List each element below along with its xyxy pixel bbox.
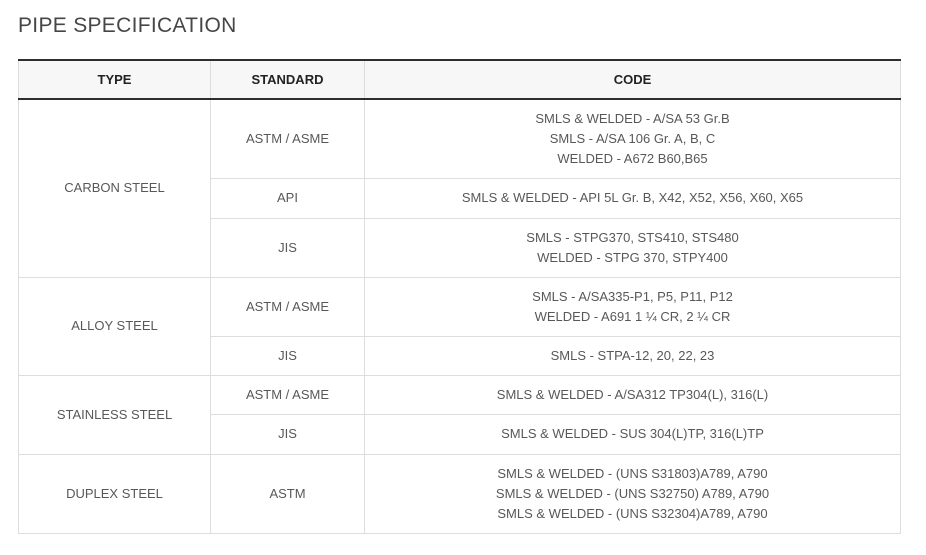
table-row: CARBON STEEL ASTM / ASME SMLS & WELDED - A… [18, 98, 901, 278]
pipe-specification-table: TYPE STANDARD CODE CARBON STEEL ASTM / AS… [18, 59, 901, 534]
table-header: TYPE STANDARD CODE [18, 59, 901, 100]
header-row: TYPE STANDARD CODE [18, 59, 901, 100]
code-line: SMLS - STPG370, STS410, STS480 [526, 229, 739, 245]
standard-cell: JIS [210, 336, 365, 377]
table-row: STAINLESS STEEL ASTM / ASME SMLS & WELDED … [18, 375, 901, 455]
column-header-type: TYPE [18, 59, 211, 100]
page-title: PIPE SPECIFICATION [18, 14, 237, 37]
standard-cell: ASTM / ASME [210, 276, 365, 338]
table-row: JIS SMLS - STPG370, STS410, STS480 WELDED … [19, 217, 901, 278]
code-line: WELDED - A691 1 ¼ CR, 2 ¼ CR [534, 308, 731, 324]
code-cell: SMLS & WELDED - (UNS S31803)A789, A790 SM… [364, 453, 901, 534]
code-cell: SMLS - STPG370, STS410, STS480 WELDED - S… [364, 217, 901, 278]
code-line: SMLS & WELDED - A/SA 53 Gr.B [535, 111, 730, 126]
code-line: SMLS & WELDED - API 5L Gr. B, X42, X52, … [461, 190, 804, 206]
code-line: SMLS & WELDED - (UNS S31803)A789, A790 [497, 465, 768, 481]
table-row: JIS SMLS & WELDED - SUS 304(L)TP, 316(L)T… [19, 414, 901, 455]
code-line: SMLS - A/SA 106 Gr. A, B, C [549, 131, 716, 147]
code-cell: SMLS & WELDED - A/SA312 TP304(L), 316(L) [364, 375, 901, 416]
code-line: SMLS & WELDED - (UNS S32750) A789, A790 [495, 485, 770, 501]
code-cell: SMLS & WELDED - A/SA 53 Gr.B SMLS - A/SA … [364, 98, 901, 180]
code-line: WELDED - STPG 370, STPY400 [537, 249, 728, 265]
table-row: ALLOY STEEL ASTM / ASME SMLS - A/SA335-P1,… [18, 276, 901, 377]
code-line: SMLS - A/SA335-P1, P5, P11, P12 [532, 288, 733, 304]
code-line: SMLS & WELDED - A/SA312 TP304(L), 316(L) [496, 387, 769, 403]
spec-table-body: CARBON STEEL ASTM / ASME SMLS & WELDED - A… [18, 98, 901, 534]
code-line: SMLS & WELDED - SUS 304(L)TP, 316(L)TP [501, 426, 764, 442]
type-cell: DUPLEX STEEL [18, 453, 211, 534]
standard-cell: JIS [210, 414, 365, 455]
page: PIPE SPECIFICATION TYPE STANDARD CODE CA… [18, 14, 901, 534]
code-line: WELDED - A672 B60,B65 [557, 151, 708, 167]
standard-cell: ASTM [210, 453, 365, 534]
code-line: SMLS - STPA-12, 20, 22, 23 [550, 348, 715, 364]
column-header-code: CODE [364, 59, 901, 100]
column-header-standard: STANDARD [210, 59, 365, 100]
standard-cell: API [210, 178, 365, 219]
standard-cell: JIS [210, 217, 365, 278]
table-row: DUPLEX STEEL ASTM SMLS & WELDED - (UNS S31… [18, 453, 901, 534]
code-cell: SMLS - STPA-12, 20, 22, 23 [364, 336, 901, 377]
code-cell: SMLS & WELDED - SUS 304(L)TP, 316(L)TP [364, 414, 901, 455]
code-cell: SMLS - A/SA335-P1, P5, P11, P12 WELDED - … [364, 276, 901, 338]
standard-cell: ASTM / ASME [210, 98, 365, 180]
type-cell: CARBON STEEL [18, 98, 211, 278]
table-row: API SMLS & WELDED - API 5L Gr. B, X42, X5… [19, 178, 901, 219]
type-cell: STAINLESS STEEL [18, 375, 211, 455]
code-cell: SMLS & WELDED - API 5L Gr. B, X42, X52, … [364, 178, 901, 219]
code-line: SMLS & WELDED - (UNS S32304)A789, A790 [497, 505, 768, 521]
standard-cell: ASTM / ASME [210, 375, 365, 416]
type-cell: ALLOY STEEL [18, 276, 211, 377]
